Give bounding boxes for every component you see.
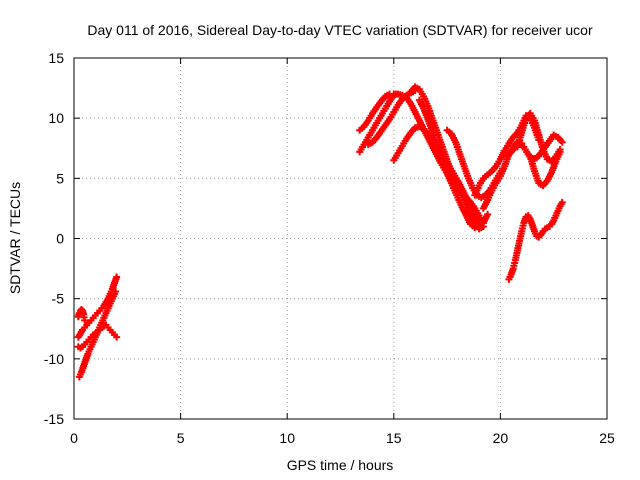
- x-tick-label: 20: [493, 430, 509, 446]
- x-tick-label: 15: [386, 430, 402, 446]
- data-point: [556, 148, 564, 156]
- y-tick-label: 0: [56, 231, 64, 247]
- y-tick-label: 5: [56, 170, 64, 186]
- data-point: [81, 316, 89, 324]
- data-point: [475, 221, 483, 229]
- data-point: [113, 333, 121, 341]
- tick-labels: 0 5 10 15 20 25 -15 -10 -5 0 5 10 15: [44, 50, 615, 446]
- y-tick-label: -15: [44, 411, 64, 427]
- chart-title: Day 011 of 2016, Sidereal Day-to-day VTE…: [87, 22, 593, 38]
- x-axis-label: GPS time / hours: [287, 457, 394, 473]
- data-point: [484, 210, 492, 218]
- grid-lines: [74, 58, 607, 419]
- x-tick-label: 25: [599, 430, 615, 446]
- y-tick-label: 15: [48, 50, 64, 66]
- y-tick-label: 10: [48, 110, 64, 126]
- y-axis-label: SDTVAR / TECUs: [7, 182, 23, 294]
- data-point: [112, 287, 120, 295]
- plot-frame: [73, 57, 608, 420]
- y-tick-label: -10: [44, 351, 64, 367]
- plot-marks: [74, 83, 566, 381]
- data-point: [558, 138, 566, 146]
- data-point: [479, 222, 487, 230]
- axis-ticks: [73, 57, 608, 420]
- x-tick-label: 5: [177, 430, 185, 446]
- data-point: [558, 198, 566, 206]
- y-tick-label: -5: [52, 291, 65, 307]
- x-tick-label: 10: [279, 430, 295, 446]
- x-tick-label: 0: [70, 430, 78, 446]
- data-point: [113, 273, 121, 281]
